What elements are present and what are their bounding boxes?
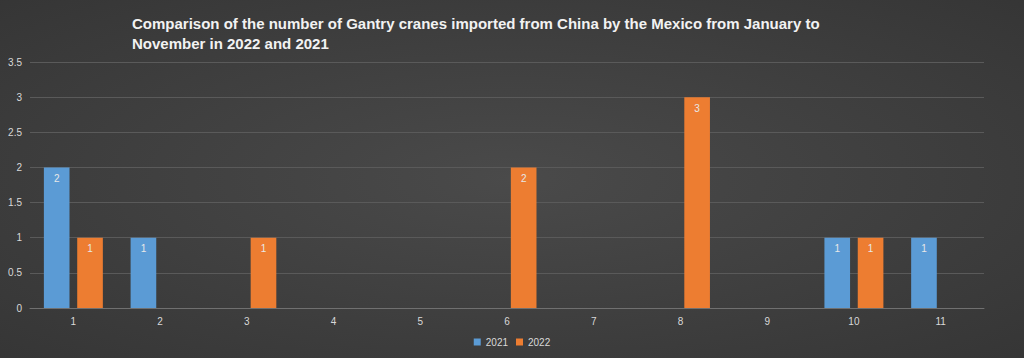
svg-text:1: 1 (834, 243, 840, 254)
svg-text:6: 6 (504, 316, 510, 327)
svg-text:2: 2 (16, 162, 22, 173)
svg-text:2021: 2021 (486, 337, 509, 348)
svg-text:1.5: 1.5 (8, 197, 22, 208)
svg-text:0.5: 0.5 (8, 267, 22, 278)
svg-text:8: 8 (678, 316, 684, 327)
svg-text:3: 3 (16, 92, 22, 103)
svg-text:2: 2 (521, 173, 527, 184)
svg-text:1: 1 (261, 243, 267, 254)
svg-text:5: 5 (417, 316, 423, 327)
svg-text:3.5: 3.5 (8, 57, 22, 68)
svg-text:1: 1 (868, 243, 874, 254)
svg-text:10: 10 (848, 316, 860, 327)
svg-text:November in 2022 and 2021: November in 2022 and 2021 (132, 35, 329, 52)
svg-text:1: 1 (141, 243, 147, 254)
svg-text:4: 4 (331, 316, 337, 327)
svg-text:0: 0 (16, 303, 22, 314)
svg-text:1: 1 (16, 232, 22, 243)
svg-text:2.5: 2.5 (8, 127, 22, 138)
svg-text:2022: 2022 (528, 337, 551, 348)
svg-text:1: 1 (71, 316, 77, 327)
svg-text:11: 11 (935, 316, 946, 327)
svg-text:1: 1 (921, 243, 927, 254)
svg-text:2: 2 (54, 173, 60, 184)
svg-text:3: 3 (694, 103, 700, 114)
svg-text:Comparison of the number of Ga: Comparison of the number of Gantry crane… (132, 15, 824, 32)
svg-text:1: 1 (87, 243, 93, 254)
svg-text:3: 3 (244, 316, 250, 327)
svg-text:2: 2 (157, 316, 163, 327)
svg-text:7: 7 (591, 316, 597, 327)
svg-text:9: 9 (764, 316, 770, 327)
